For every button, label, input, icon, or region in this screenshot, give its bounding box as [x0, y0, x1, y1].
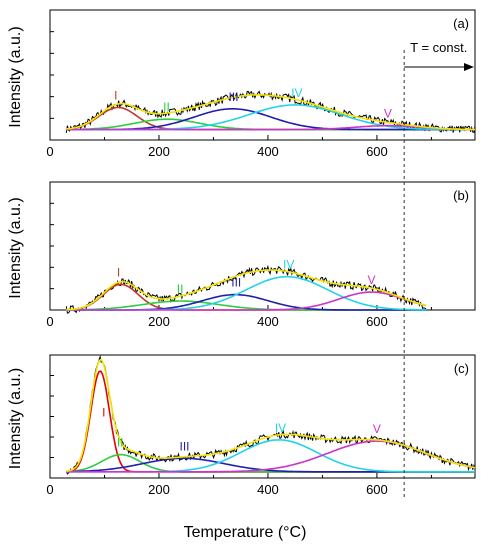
x-tick-label: 0 — [46, 314, 53, 329]
peak-V-line — [66, 124, 475, 131]
x-tick-label: 0 — [46, 144, 53, 159]
x-tick-label: 200 — [148, 314, 170, 329]
panel-label: (b) — [453, 188, 469, 203]
fit-envelope-line — [66, 94, 475, 131]
experimental-data-line — [65, 264, 427, 314]
peak-label-V: V — [373, 422, 381, 436]
x-tick-label: 200 — [148, 482, 170, 497]
peak-label-V: V — [367, 273, 375, 287]
peak-label-II: II — [163, 100, 170, 114]
x-tick-label: 400 — [257, 314, 279, 329]
panel-label: (c) — [454, 361, 469, 376]
plot-frame — [49, 9, 476, 141]
fit-envelope-line — [66, 269, 427, 311]
peak-label-I: I — [114, 89, 117, 103]
x-axis-title: Temperature (°C) — [184, 524, 307, 541]
y-axis-title: Intensity (a.u.) — [7, 26, 24, 127]
arrowhead-icon — [464, 63, 474, 71]
y-axis-title: Intensity (a.u.) — [7, 368, 24, 469]
x-tick-label: 200 — [148, 144, 170, 159]
peak-label-I: I — [117, 265, 120, 279]
peak-V-line — [66, 291, 427, 311]
plot-frame — [49, 181, 476, 311]
x-tick-label: 0 — [46, 482, 53, 497]
x-tick-label: 600 — [366, 314, 388, 329]
peak-label-I: I — [102, 405, 105, 419]
x-tick-label: 600 — [366, 482, 388, 497]
x-tick-label: 600 — [366, 144, 388, 159]
peak-label-IV: IV — [291, 86, 302, 100]
peak-label-III: III — [231, 276, 241, 290]
peak-label-IV: IV — [283, 258, 294, 272]
peak-label-II: II — [177, 282, 184, 296]
peak-label-IV: IV — [275, 421, 286, 435]
peak-label-III: III — [229, 90, 239, 104]
peak-I-line — [66, 370, 475, 473]
peak-label-V: V — [384, 107, 392, 121]
isotherm-annotation: T = const. — [410, 40, 467, 55]
peak-label-II: II — [117, 436, 124, 450]
y-axis-title: Intensity (a.u.) — [7, 197, 24, 298]
panel-label: (a) — [453, 16, 469, 31]
x-tick-label: 400 — [257, 144, 279, 159]
peak-label-III: III — [179, 439, 189, 453]
fit-envelope-line — [66, 358, 476, 472]
x-tick-label: 400 — [257, 482, 279, 497]
